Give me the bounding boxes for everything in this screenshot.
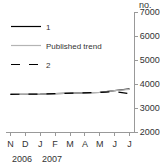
svg-text:N: N (7, 139, 14, 149)
svg-text:M: M (96, 139, 104, 149)
svg-text:1: 1 (46, 23, 51, 32)
svg-text:4000: 4000 (140, 79, 160, 89)
svg-text:3000: 3000 (140, 103, 160, 113)
svg-text:J: J (38, 139, 43, 149)
svg-text:J: J (127, 139, 132, 149)
svg-text:2: 2 (46, 61, 51, 70)
svg-text:5000: 5000 (140, 55, 160, 65)
svg-text:F: F (52, 139, 58, 149)
svg-text:2000: 2000 (140, 127, 160, 137)
svg-text:D: D (22, 139, 29, 149)
svg-text:Published trend: Published trend (46, 42, 102, 51)
svg-text:2007: 2007 (42, 154, 62, 164)
svg-text:2006: 2006 (12, 154, 32, 164)
svg-text:M: M (66, 139, 74, 149)
svg-text:6000: 6000 (140, 31, 160, 41)
svg-text:J: J (112, 139, 117, 149)
svg-text:7000: 7000 (140, 7, 160, 17)
svg-text:A: A (82, 139, 88, 149)
svg-text:no.: no. (139, 0, 152, 10)
